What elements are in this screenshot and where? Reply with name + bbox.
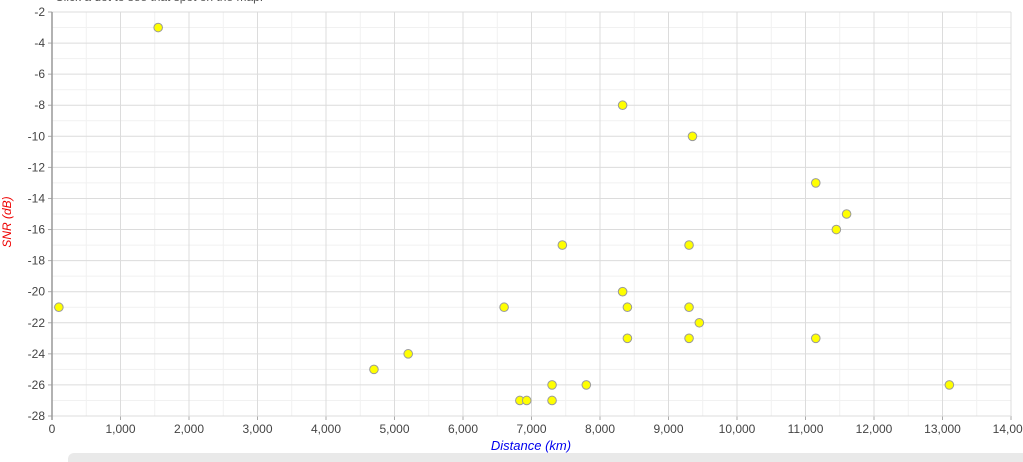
x-tick-label: 3,000 [242,422,272,436]
y-tick-label: -8 [34,98,45,112]
y-tick-label: -24 [28,347,46,361]
y-tick-label: -22 [28,316,46,330]
x-tick-label: 4,000 [311,422,341,436]
data-point[interactable] [694,317,705,328]
x-tick-label: 13,000 [924,422,961,436]
x-tick-label: 9,000 [653,422,683,436]
data-point[interactable] [547,380,557,390]
y-axis-title: SNR (dB) [0,196,14,248]
x-tick-label: 8,000 [585,422,615,436]
x-tick-label: 0 [49,422,56,436]
y-tick-label: -10 [28,129,46,143]
y-tick-label: -4 [34,36,45,50]
y-tick-label: -18 [28,254,46,268]
data-point[interactable] [521,395,532,406]
x-tick-label: 6,000 [448,422,478,436]
y-tick-label: -6 [34,67,45,81]
x-axis-title: Distance (km) [490,438,572,453]
x-tick-label: 11,000 [788,422,824,436]
y-tick-label: -2 [34,5,45,19]
data-point[interactable] [810,178,821,188]
data-point[interactable] [403,349,414,359]
x-tick-label: 1,000 [105,422,135,436]
y-tick-label: -26 [28,378,46,392]
data-point[interactable] [622,302,633,313]
data-point[interactable] [617,286,628,297]
chart-caption: Click a dot to see that spot on the map. [55,0,263,4]
data-point[interactable] [841,209,852,219]
x-tick-label: 5,000 [379,422,409,436]
data-point[interactable] [153,22,163,33]
data-point[interactable] [831,224,842,235]
data-point[interactable] [622,333,633,344]
horizontal-scrollbar[interactable] [68,453,1023,462]
data-point[interactable] [684,240,694,250]
data-point[interactable] [687,131,698,142]
data-point[interactable] [684,333,694,344]
data-point[interactable] [499,302,509,313]
data-point[interactable] [810,333,821,344]
data-point[interactable] [684,302,694,313]
data-point[interactable] [557,240,568,250]
x-tick-label: 12,000 [856,422,893,436]
y-tick-label: -16 [28,223,46,237]
x-tick-label: 2,000 [174,422,204,436]
data-point[interactable] [54,302,64,313]
x-tick-label: 7,000 [516,422,546,436]
y-tick-label: -28 [28,409,46,423]
data-point[interactable] [581,380,592,390]
x-tick-label: 14,000 [993,422,1023,436]
y-tick-label: -20 [28,285,46,299]
y-tick-label: -14 [28,191,46,205]
data-point[interactable] [547,395,557,406]
data-point[interactable] [369,364,379,375]
y-tick-label: -12 [28,160,46,174]
data-point[interactable] [617,100,628,111]
data-point[interactable] [944,380,955,390]
x-tick-label: 10,000 [719,422,756,436]
